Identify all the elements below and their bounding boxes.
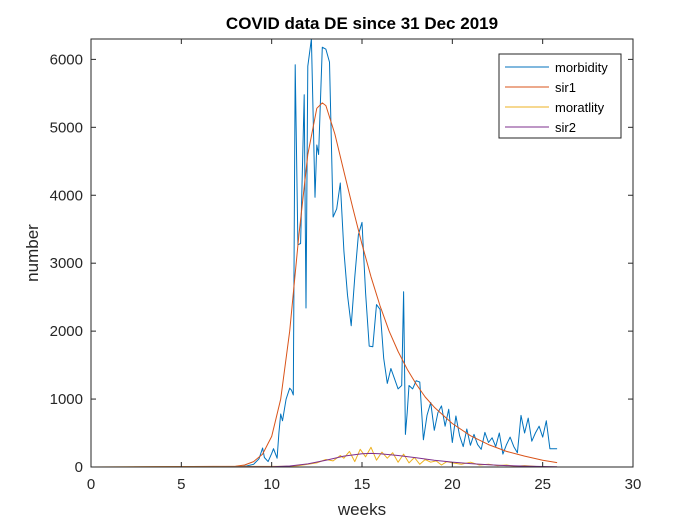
legend-label-sir1: sir1 <box>555 80 576 95</box>
y-axis: 0 1000 2000 3000 4000 5000 6000 <box>50 51 633 476</box>
legend-label-sir2: sir2 <box>555 120 576 135</box>
y-tick-label: 0 <box>75 459 83 476</box>
y-tick-label: 3000 <box>50 255 83 272</box>
series-line-morbidity <box>91 38 558 468</box>
legend-box <box>498 53 622 139</box>
x-tick-label: 10 <box>263 476 280 493</box>
chart-title: COVID data DE since 31 Dec 2019 <box>226 14 498 33</box>
legend-label-moratlity: moratlity <box>555 100 605 115</box>
series-line-sir2 <box>90 452 558 468</box>
series-line-sir1 <box>90 102 558 468</box>
x-tick-label: 30 <box>625 476 642 493</box>
x-tick-label: 25 <box>534 476 551 493</box>
x-tick-label: 5 <box>177 476 185 493</box>
y-tick-label: 1000 <box>50 391 83 408</box>
y-axis-label: number <box>23 224 42 282</box>
x-tick-label: 20 <box>444 476 461 493</box>
legend-label-morbidity: morbidity <box>555 60 608 75</box>
y-tick-label: 4000 <box>50 187 83 204</box>
x-axis-label: weeks <box>337 500 386 519</box>
y-tick-label: 6000 <box>50 51 83 68</box>
x-axis: 0 5 10 15 20 25 30 <box>87 39 642 493</box>
y-tick-label: 5000 <box>50 119 83 136</box>
legend: morbidity sir1 moratlity sir2 <box>498 53 622 139</box>
x-tick-label: 15 <box>354 476 371 493</box>
y-tick-label: 2000 <box>50 323 83 340</box>
series-layer <box>90 38 558 468</box>
x-tick-label: 0 <box>87 476 95 493</box>
